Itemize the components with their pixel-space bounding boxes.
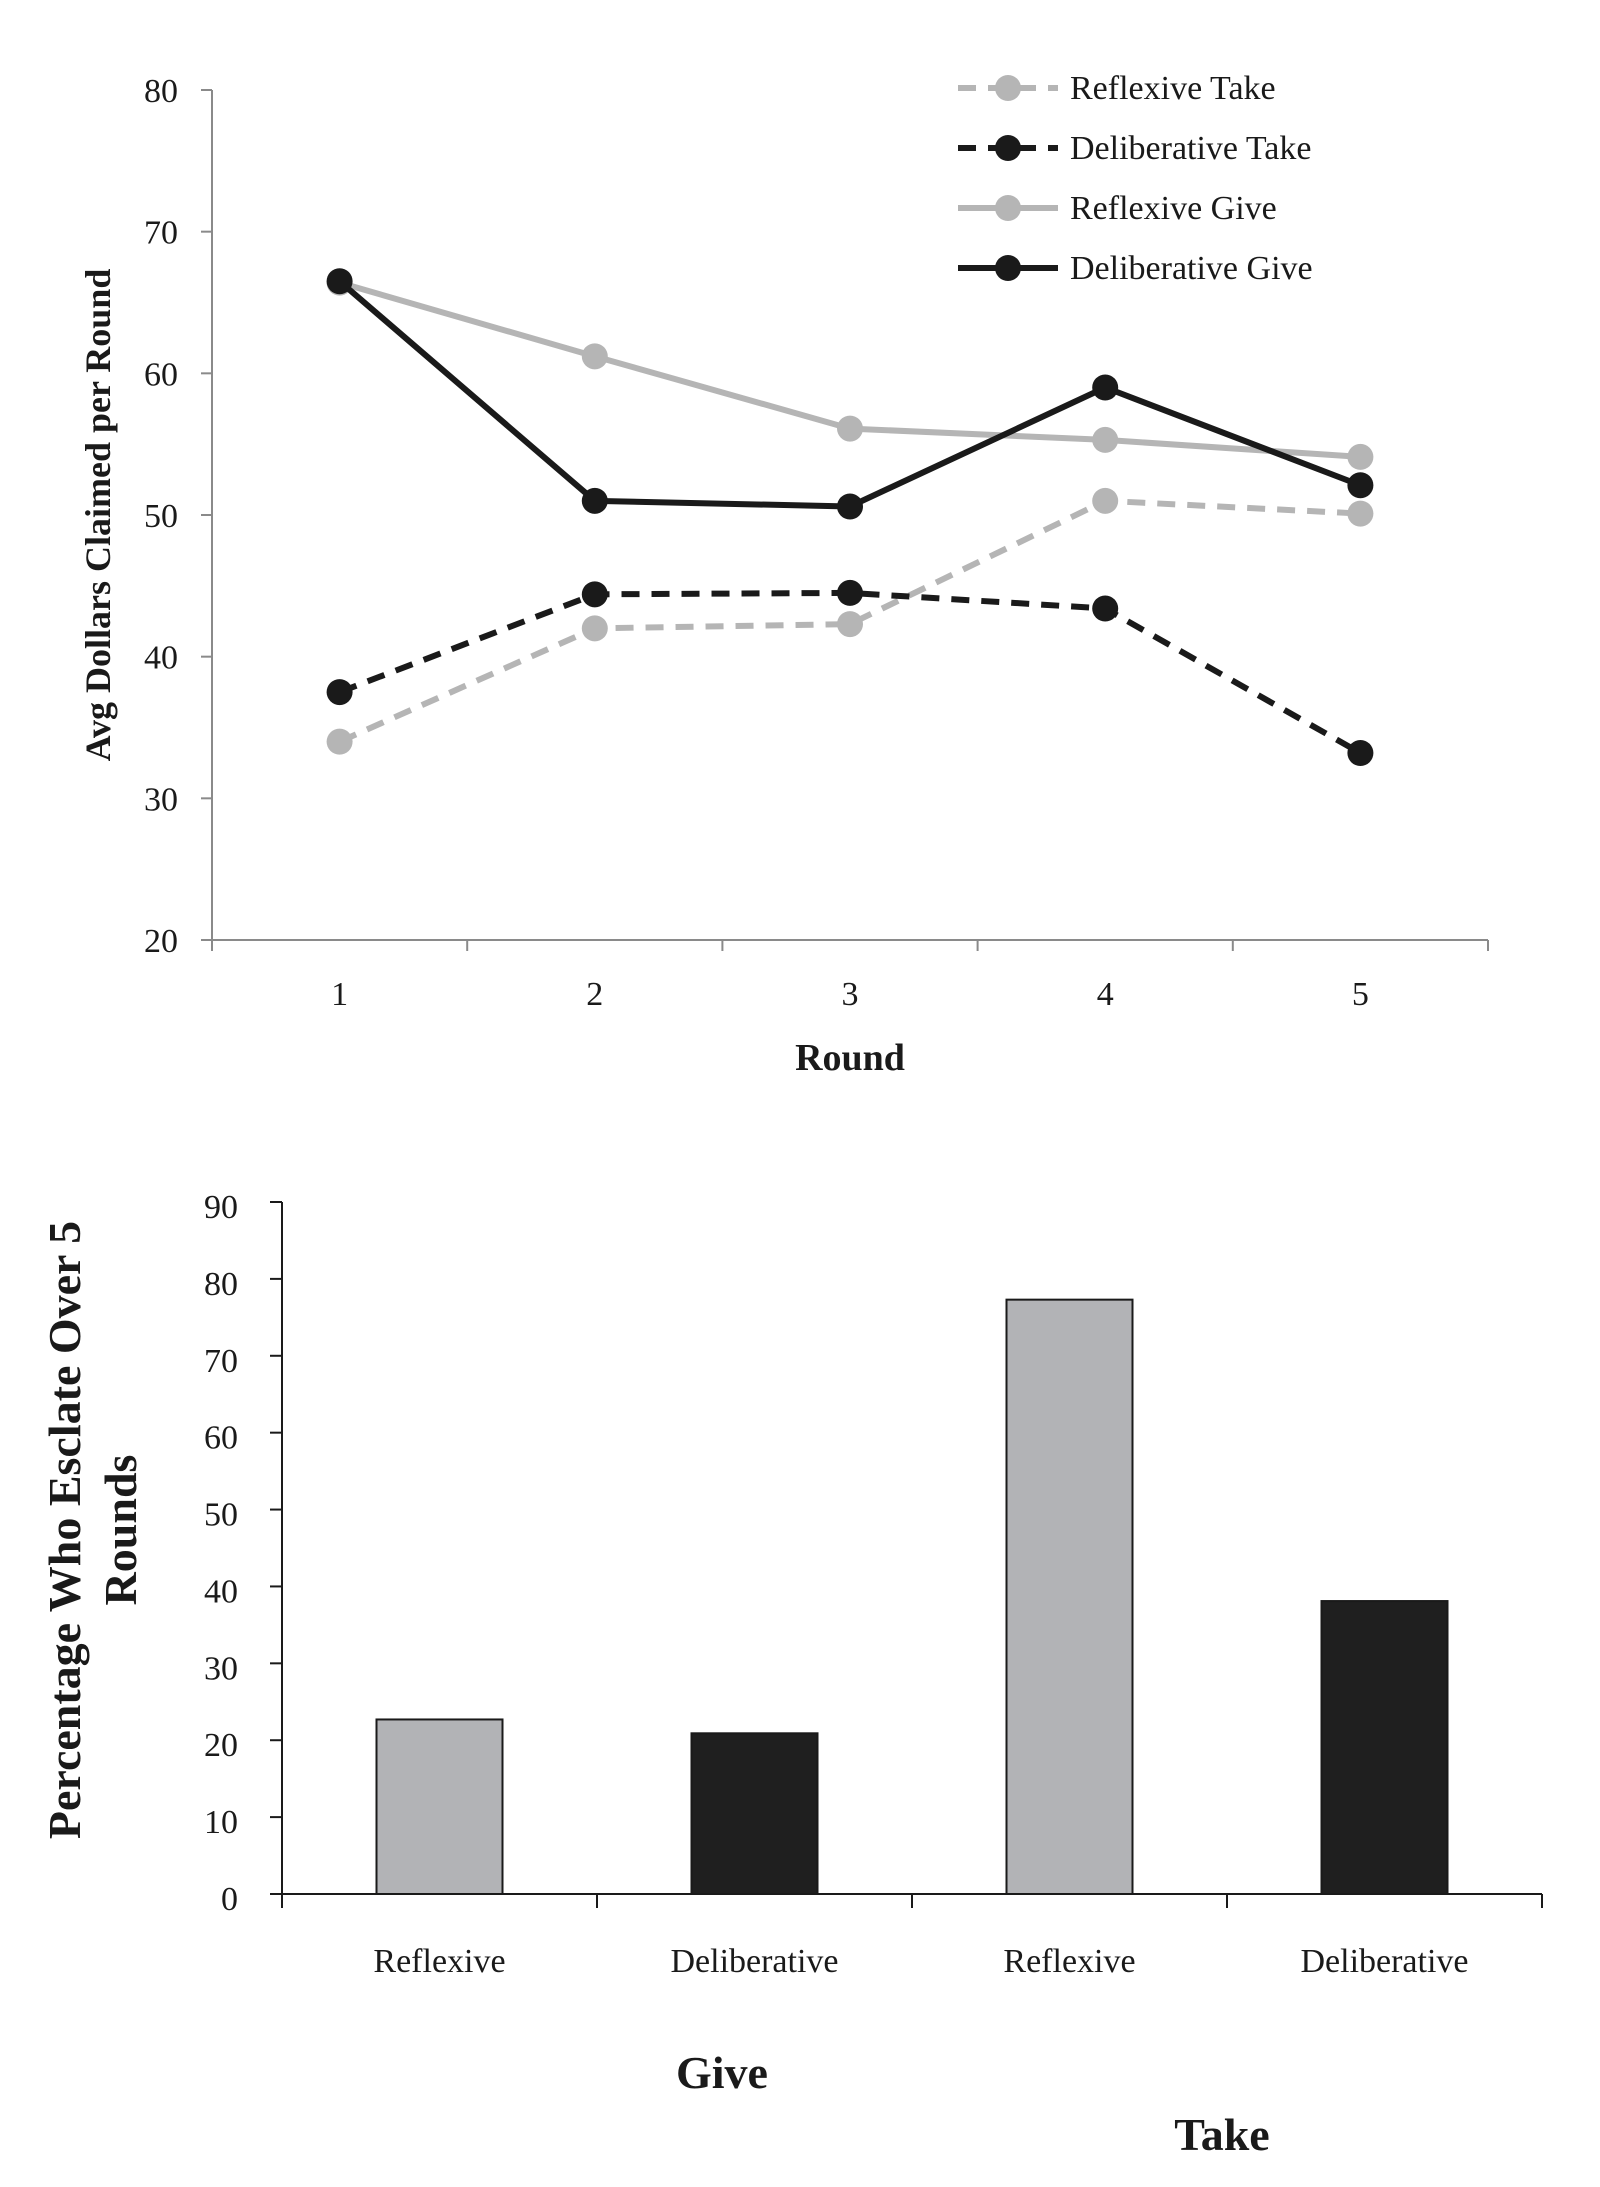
data-point xyxy=(1347,443,1374,470)
data-point xyxy=(1092,487,1119,514)
series-line xyxy=(338,497,1361,745)
data-point xyxy=(581,581,608,608)
x-category-label: Deliberative xyxy=(1300,1943,1468,1980)
x-axis-title: Round xyxy=(795,1037,905,1079)
y-tick-label: 50 xyxy=(144,498,178,535)
y-tick-label: 10 xyxy=(204,1804,238,1841)
legend-label: Deliberative Give xyxy=(1070,250,1313,287)
data-point xyxy=(1347,500,1374,527)
y-tick-label: 80 xyxy=(204,1266,238,1303)
data-point xyxy=(326,679,353,706)
group-label-take: Take xyxy=(1174,2109,1269,2160)
x-category-label: Deliberative xyxy=(670,1943,838,1980)
x-category-label: Reflexive xyxy=(373,1943,505,1980)
y-tick-label: 60 xyxy=(144,356,178,393)
y-axis-title: Percentage Who Esclate Over 5 Rounds xyxy=(39,1221,146,1839)
legend-swatch-marker xyxy=(995,255,1021,281)
bar xyxy=(1320,1600,1449,1895)
y-tick-label: 60 xyxy=(204,1420,238,1457)
data-point xyxy=(1347,472,1374,499)
group-label-give: Give xyxy=(676,2047,768,2098)
data-point xyxy=(326,268,353,295)
y-axis-title-line: Percentage Who Esclate Over 5 xyxy=(39,1221,90,1839)
y-tick-label: 40 xyxy=(204,1573,238,1610)
y-tick-label: 30 xyxy=(144,781,178,818)
legend-label: Deliberative Take xyxy=(1070,130,1312,167)
line-chart: 20 30 40 50 60 70 80 1 2 3 4 5 Round Avg Dollars Clai… xyxy=(78,70,1489,1079)
y-tick-label: 20 xyxy=(144,923,178,960)
series-line xyxy=(337,278,1362,510)
y-tick-label: 70 xyxy=(204,1343,238,1380)
y-tick-label: 70 xyxy=(144,215,178,252)
data-point xyxy=(837,611,863,638)
y-axis-title-line: Rounds xyxy=(95,1455,146,1606)
legend-swatch-marker xyxy=(995,195,1021,221)
data-point xyxy=(326,728,353,755)
legend-label: Reflexive Take xyxy=(1070,70,1276,107)
y-tick-label: 0 xyxy=(221,1881,238,1918)
data-point xyxy=(1092,426,1119,453)
data-point xyxy=(837,415,863,442)
x-tick-label: 2 xyxy=(586,976,603,1013)
y-tick-label: 80 xyxy=(144,73,178,110)
y-tick-label: 90 xyxy=(204,1189,238,1226)
data-point xyxy=(1092,595,1119,622)
data-point xyxy=(1347,740,1374,766)
bar xyxy=(375,1718,504,1896)
data-point xyxy=(581,343,608,370)
y-axis-title: Avg Dollars Claimed per Round xyxy=(78,269,118,762)
legend-swatch-marker xyxy=(995,135,1021,161)
data-point xyxy=(837,493,863,520)
x-tick-label: 5 xyxy=(1352,976,1369,1013)
bar-chart: 0 10 20 30 40 50 60 70 80 90 Reflexive Deliberative… xyxy=(39,1189,1543,2160)
x-tick-label: 3 xyxy=(842,976,859,1013)
y-tick-label: 40 xyxy=(144,640,178,677)
data-point xyxy=(1092,374,1119,401)
bar xyxy=(690,1732,819,1896)
x-category-label: Reflexive xyxy=(1003,1943,1135,1980)
data-point xyxy=(581,615,608,642)
legend-swatch-marker xyxy=(995,75,1021,101)
data-point xyxy=(581,487,608,514)
x-tick-label: 1 xyxy=(331,976,348,1013)
bar xyxy=(1005,1298,1134,1896)
data-point xyxy=(837,579,863,606)
legend-label: Reflexive Give xyxy=(1070,190,1277,227)
y-tick-label: 30 xyxy=(204,1650,238,1687)
y-tick-label: 50 xyxy=(204,1497,238,1534)
y-tick-label: 20 xyxy=(204,1727,238,1764)
series-line xyxy=(338,589,1362,756)
x-tick-label: 4 xyxy=(1097,976,1114,1013)
